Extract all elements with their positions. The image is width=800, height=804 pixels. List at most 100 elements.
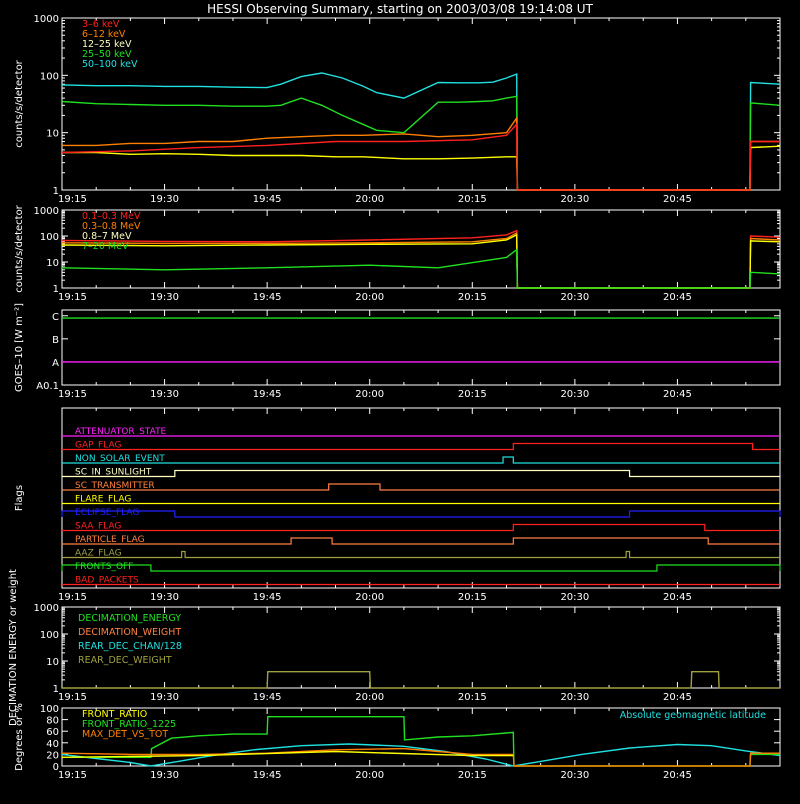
axes-frame	[61, 407, 781, 589]
flag-label: ATTENUATOR_STATE	[75, 427, 167, 437]
x-tick-label: 19:30	[150, 770, 179, 781]
y-tick-label: 100	[40, 704, 59, 715]
x-tick-label: 20:30	[560, 194, 589, 205]
x-tick-label: 20:45	[663, 692, 692, 703]
y-tick-label: 100	[40, 630, 59, 641]
x-tick-label: 20:00	[355, 692, 384, 703]
x-tick-label: 20:00	[355, 389, 384, 400]
series-line-1	[61, 95, 781, 191]
x-tick-label: 19:45	[253, 194, 282, 205]
x-tick-label: 19:45	[253, 592, 282, 603]
legend-entry: 0.1–0.3 MeV	[82, 211, 141, 222]
y-tick-label: B	[52, 335, 59, 346]
legend-entry: DECIMATION_ENERGY	[78, 613, 181, 624]
annotation-label: Absolute geomagnetic latitude	[620, 710, 766, 721]
y-tick-label: 10	[46, 258, 59, 269]
series-line-2	[61, 747, 780, 767]
x-tick-label: 19:45	[253, 692, 282, 703]
flag-label: GAP_FLAG	[75, 441, 121, 451]
x-tick-label: 20:00	[355, 194, 384, 205]
y-tick-label: 10	[46, 657, 59, 668]
y-tick-label: 1	[53, 684, 59, 695]
y-tick-label: 20	[46, 750, 59, 761]
legend-entry: 50–100 keV	[82, 59, 138, 70]
legend-entry: FRONT_RATIO	[82, 709, 147, 720]
chart-panel2: 1 10 100 1000 19:15 19:30 19:45 20:00 20:15 20:30…	[14, 204, 781, 303]
legend-entry: 0.3–0.8 MeV	[82, 221, 141, 232]
legend-entry: 7–20 MeV	[82, 241, 129, 252]
x-tick-label: 20:15	[458, 194, 487, 205]
x-tick-label: 20:15	[458, 692, 487, 703]
x-tick-label: 20:15	[458, 770, 487, 781]
axes-frame	[61, 707, 781, 767]
legend-entry: MAX_DET_VS_TOT	[82, 729, 168, 740]
x-tick-label: 19:15	[58, 292, 87, 303]
axes-frame	[61, 209, 781, 289]
y-tick-label: 100	[40, 232, 59, 243]
x-tick-label: 19:15	[58, 770, 87, 781]
x-tick-label: 20:45	[663, 194, 692, 205]
x-tick-label: 19:45	[253, 292, 282, 303]
legend-entry: REAR_DEC_CHAN/128	[78, 641, 182, 652]
x-tick-label: 19:15	[58, 389, 87, 400]
flag-trace-3	[62, 469, 780, 478]
series-line-0	[61, 743, 781, 767]
flag-label: SAA_FLAG	[75, 522, 121, 532]
x-tick-label: 19:15	[58, 194, 87, 205]
y-axis-label: Flags	[14, 485, 25, 511]
flag-label: SC_TRANSMITTER	[75, 481, 155, 491]
x-tick-label: 20:30	[560, 692, 589, 703]
legend-entry: 6–12 keV	[82, 29, 126, 40]
axes-frame	[61, 17, 781, 191]
y-axis-label: GOES–10 [W m⁻²]	[14, 303, 25, 392]
x-tick-label: 19:30	[150, 592, 179, 603]
flag-trace-9	[62, 550, 780, 559]
y-tick-label: 1000	[34, 14, 59, 25]
flag-label: FRONTS_OFF	[75, 562, 133, 572]
series-line-3	[61, 248, 781, 289]
y-axis-label: counts/s/detector	[14, 59, 25, 147]
flag-trace-7	[62, 523, 780, 532]
x-tick-label: 20:30	[560, 770, 589, 781]
x-tick-label: 20:00	[355, 770, 384, 781]
flag-trace-10	[61, 564, 781, 572]
x-tick-label: 19:30	[150, 389, 179, 400]
x-tick-label: 19:30	[150, 692, 179, 703]
x-tick-label: 19:30	[150, 194, 179, 205]
legend-entry: REAR_DEC_WEIGHT	[78, 655, 172, 666]
y-tick-label: 60	[46, 727, 59, 738]
series-line-0	[61, 72, 781, 191]
x-tick-label: 19:45	[253, 770, 282, 781]
y-tick-label: 1	[53, 186, 59, 197]
x-tick-label: 19:45	[253, 389, 282, 400]
flag-trace-8	[62, 537, 780, 545]
legend-entry: 25–50 keV	[82, 49, 132, 60]
x-tick-label: 19:30	[150, 292, 179, 303]
y-axis-label: Degrees or %	[14, 703, 25, 771]
x-tick-label: 20:30	[560, 592, 589, 603]
legend-entry: 0.8–7 MeV	[82, 231, 132, 242]
chart-panel3: A0.1 A B C 19:15 19:30 19:45 20:00 20:15 20:30 20:…	[14, 303, 781, 400]
x-tick-label: 20:30	[560, 389, 589, 400]
series-line-4	[61, 122, 780, 191]
legend-entry: DECIMATION_WEIGHT	[78, 627, 181, 638]
y-tick-label: 10	[46, 129, 59, 140]
legend-entry: 12–25 keV	[82, 39, 132, 50]
axes-frame	[61, 309, 781, 386]
x-tick-label: 20:15	[458, 292, 487, 303]
y-tick-label: 0	[53, 762, 59, 773]
y-tick-label: 1	[53, 284, 59, 295]
y-tick-label: 80	[46, 716, 59, 727]
series-line-0	[62, 671, 780, 689]
chart-panel4: 19:15 19:30 19:45 20:00 20:15 20:30 20:45 Flags…	[14, 407, 781, 603]
legend-entry: FRONT_RATIO_1225	[82, 719, 176, 730]
y-tick-label: 40	[46, 739, 59, 750]
x-tick-label: 20:00	[355, 592, 384, 603]
x-tick-label: 20:45	[663, 389, 692, 400]
legend-entry: 3–6 keV	[82, 19, 120, 30]
y-tick-label: 1000	[34, 206, 59, 217]
chart-panel1: 1 10 100 1000 19:15 19:30 19:45 20:00 20:15 20:30…	[14, 14, 781, 205]
x-tick-label: 20:45	[663, 592, 692, 603]
